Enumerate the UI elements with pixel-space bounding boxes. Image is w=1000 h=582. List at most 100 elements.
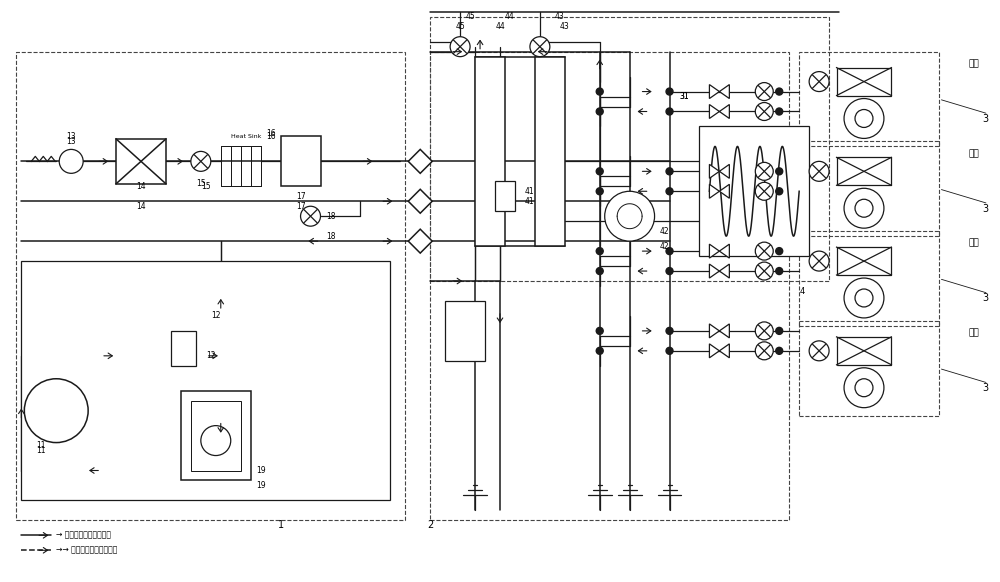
Circle shape: [855, 199, 873, 217]
Circle shape: [666, 168, 673, 175]
Circle shape: [596, 168, 603, 175]
Circle shape: [666, 347, 673, 354]
Text: 2: 2: [427, 520, 433, 530]
Text: 3: 3: [983, 114, 989, 124]
Text: 16: 16: [266, 129, 275, 138]
Polygon shape: [709, 244, 719, 258]
Text: 43: 43: [560, 22, 570, 31]
Text: 11: 11: [37, 446, 46, 455]
Circle shape: [809, 341, 829, 361]
Circle shape: [605, 191, 655, 241]
Circle shape: [596, 347, 603, 354]
Circle shape: [666, 108, 673, 115]
Circle shape: [844, 368, 884, 407]
Circle shape: [776, 88, 783, 95]
Circle shape: [776, 108, 783, 115]
Circle shape: [776, 168, 783, 175]
Text: 制冷: 制冷: [969, 149, 979, 158]
Circle shape: [755, 242, 773, 260]
Text: 43: 43: [555, 12, 565, 22]
Polygon shape: [709, 324, 719, 338]
Circle shape: [666, 88, 673, 95]
Bar: [181, 391, 251, 481]
Polygon shape: [719, 105, 729, 119]
Circle shape: [809, 251, 829, 271]
Text: 31: 31: [680, 92, 689, 101]
Bar: [475, 56, 505, 246]
Circle shape: [855, 109, 873, 127]
Circle shape: [666, 328, 673, 335]
Bar: [191, 400, 241, 470]
Text: 3: 3: [983, 383, 989, 393]
Text: → 第一冷媒介质流动方向: → 第一冷媒介质流动方向: [56, 531, 111, 540]
Circle shape: [596, 247, 603, 254]
Text: 44: 44: [505, 12, 515, 22]
Bar: [116, 139, 166, 184]
Circle shape: [666, 188, 673, 195]
Circle shape: [24, 379, 88, 442]
Circle shape: [666, 268, 673, 275]
Text: 12: 12: [211, 311, 220, 321]
Bar: [799, 141, 939, 236]
Circle shape: [301, 206, 320, 226]
Polygon shape: [709, 264, 719, 278]
Polygon shape: [709, 184, 719, 198]
Text: 13: 13: [66, 137, 76, 146]
Circle shape: [776, 347, 783, 354]
Circle shape: [755, 262, 773, 280]
Text: 17: 17: [296, 191, 305, 201]
Bar: [21, 261, 390, 501]
Polygon shape: [709, 164, 719, 178]
Bar: [16, 52, 405, 520]
Circle shape: [59, 150, 83, 173]
Polygon shape: [408, 189, 432, 213]
Bar: [281, 136, 320, 186]
Circle shape: [809, 72, 829, 91]
Circle shape: [755, 102, 773, 120]
Circle shape: [844, 189, 884, 228]
Polygon shape: [719, 344, 729, 358]
Text: 16: 16: [266, 132, 275, 141]
Circle shape: [776, 268, 783, 275]
Text: 13: 13: [66, 132, 76, 141]
Text: 41: 41: [525, 197, 535, 206]
Circle shape: [776, 188, 783, 195]
Circle shape: [755, 342, 773, 360]
Circle shape: [855, 289, 873, 307]
Polygon shape: [408, 229, 432, 253]
Text: 制冷: 制冷: [969, 239, 979, 247]
Text: 制冷: 制冷: [969, 328, 979, 338]
Text: 12: 12: [206, 352, 215, 360]
Circle shape: [596, 108, 603, 115]
Text: 44: 44: [495, 22, 505, 31]
Text: 41: 41: [525, 187, 535, 196]
Polygon shape: [709, 105, 719, 119]
Polygon shape: [719, 244, 729, 258]
Text: 19: 19: [256, 481, 265, 490]
Bar: [799, 52, 939, 147]
Polygon shape: [709, 84, 719, 98]
Text: 18: 18: [326, 232, 335, 240]
Circle shape: [596, 88, 603, 95]
Circle shape: [191, 151, 211, 171]
Circle shape: [201, 425, 231, 456]
Circle shape: [755, 182, 773, 200]
Circle shape: [530, 37, 550, 56]
Bar: [430, 52, 789, 520]
Circle shape: [776, 247, 783, 254]
Text: Heat Sink: Heat Sink: [231, 134, 261, 139]
Polygon shape: [719, 84, 729, 98]
Text: 14: 14: [136, 182, 146, 191]
Text: 14: 14: [136, 202, 146, 211]
Bar: [699, 126, 809, 256]
Text: 1: 1: [278, 520, 284, 530]
Text: 3: 3: [983, 293, 989, 303]
Text: 42: 42: [660, 242, 669, 251]
Text: 4: 4: [799, 286, 804, 296]
Circle shape: [755, 83, 773, 101]
Text: 19: 19: [256, 466, 265, 475]
Bar: [445, 301, 485, 361]
Bar: [837, 157, 891, 185]
Text: 3: 3: [983, 204, 989, 214]
Bar: [837, 68, 891, 95]
